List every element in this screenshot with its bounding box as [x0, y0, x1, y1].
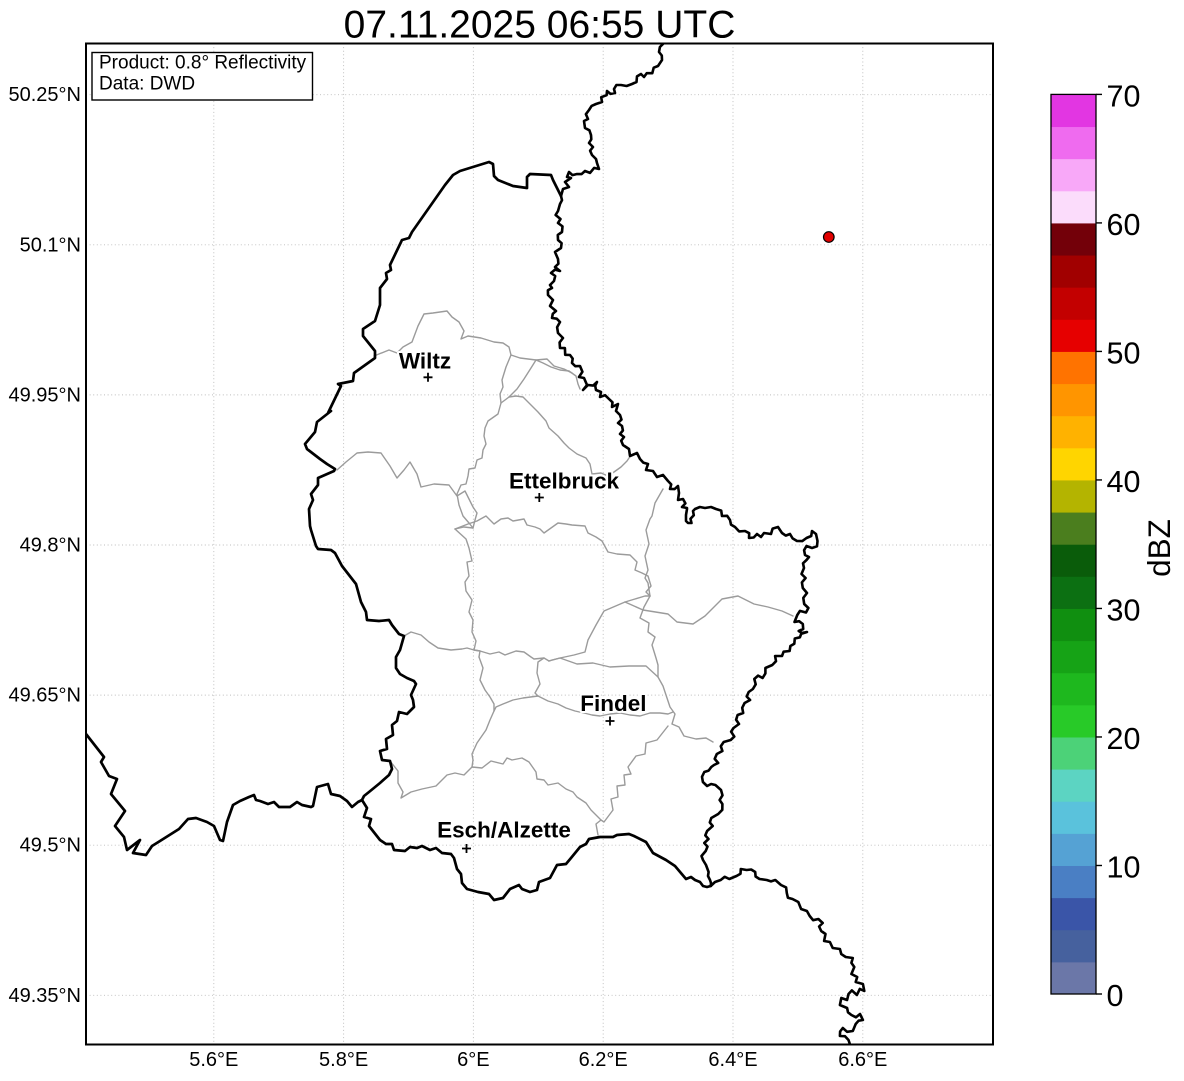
svg-text:Esch/Alzette: Esch/Alzette [437, 818, 571, 843]
svg-text:dBZ: dBZ [1141, 519, 1177, 577]
svg-text:49.95°N: 49.95°N [9, 384, 82, 406]
svg-text:5.8°E: 5.8°E [319, 1049, 368, 1071]
svg-text:20: 20 [1107, 722, 1141, 756]
svg-text:6.4°E: 6.4°E [708, 1049, 757, 1071]
svg-text:Product: 0.8° Reflectivity: Product: 0.8° Reflectivity [99, 53, 307, 74]
svg-text:30: 30 [1107, 593, 1141, 627]
svg-text:Wiltz: Wiltz [399, 349, 451, 374]
svg-text:6°E: 6°E [457, 1049, 489, 1071]
svg-text:10: 10 [1107, 850, 1141, 884]
svg-text:40: 40 [1107, 465, 1141, 499]
svg-text:0: 0 [1107, 979, 1124, 1013]
svg-text:50: 50 [1107, 336, 1141, 370]
svg-text:6.2°E: 6.2°E [579, 1049, 628, 1071]
svg-text:5.6°E: 5.6°E [189, 1049, 238, 1071]
svg-text:49.8°N: 49.8°N [20, 535, 81, 557]
svg-text:50.1°N: 50.1°N [20, 234, 81, 256]
svg-text:49.65°N: 49.65°N [9, 685, 82, 707]
svg-text:50.25°N: 50.25°N [9, 84, 82, 106]
svg-text:49.35°N: 49.35°N [9, 985, 82, 1007]
svg-text:49.5°N: 49.5°N [20, 835, 81, 857]
svg-text:70: 70 [1107, 79, 1141, 113]
svg-text:Ettelbruck: Ettelbruck [509, 469, 620, 494]
svg-text:60: 60 [1107, 208, 1141, 242]
svg-text:Findel: Findel [580, 691, 646, 716]
svg-text:6.6°E: 6.6°E [838, 1049, 887, 1071]
svg-text:07.11.2025 06:55 UTC: 07.11.2025 06:55 UTC [344, 4, 736, 47]
svg-text:Data: DWD: Data: DWD [99, 74, 195, 95]
